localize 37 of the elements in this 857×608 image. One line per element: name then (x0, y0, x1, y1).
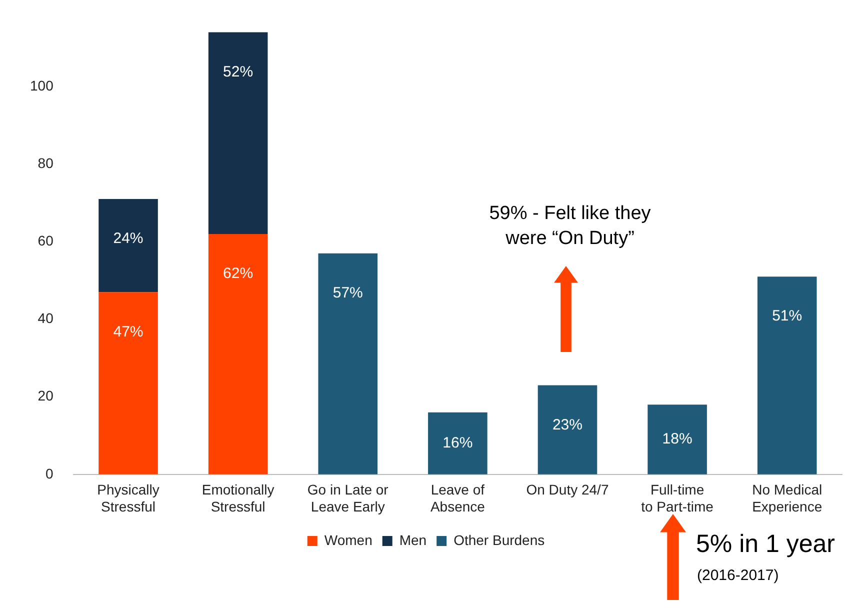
bar (648, 404, 707, 474)
y-tick-label: 60 (38, 232, 54, 249)
bar (98, 292, 158, 474)
data-label: 51% (772, 308, 802, 325)
legend-label: Other Burdens (454, 532, 545, 548)
x-tick-label: No Medical Experience (752, 482, 822, 514)
text: 5% in 1 year (696, 529, 836, 560)
bar (318, 253, 378, 474)
x-tick-label: Go in Late or Leave Early (307, 482, 389, 514)
annotation: 59% - Felt like they were “On Duty” (488, 202, 652, 251)
x-tick-label: Physically Stressful (97, 482, 160, 514)
bar (208, 32, 268, 234)
x-tick-label: Full-time to Part-time (641, 482, 714, 514)
x-tick-label: On Duty 24/7 (526, 482, 609, 498)
x-tick-label: Emotionally Stressful (202, 482, 274, 514)
data-label: 18% (662, 430, 692, 448)
y-tick-label: 100 (30, 77, 54, 94)
data-label: 57% (332, 284, 363, 302)
bar (757, 276, 817, 474)
legend-label: Men (399, 532, 427, 548)
text: (2016-2017) (697, 566, 780, 586)
data-label: 24% (113, 230, 144, 248)
y-tick-label: 80 (38, 155, 54, 171)
data-label: 23% (552, 416, 582, 434)
y-tick-label: 0 (46, 465, 54, 482)
legend-label: Women (324, 532, 372, 548)
bar (208, 234, 268, 474)
x-tick-label: Leave of Absence (430, 482, 486, 514)
data-label: 47% (113, 323, 144, 340)
y-tick-label: 20 (38, 388, 54, 404)
bar (538, 385, 598, 474)
data-label: 62% (223, 265, 254, 282)
bar (428, 412, 488, 474)
bar (98, 199, 158, 292)
data-label: 16% (442, 434, 473, 452)
data-label: 52% (223, 63, 254, 80)
y-tick-label: 40 (38, 310, 54, 326)
